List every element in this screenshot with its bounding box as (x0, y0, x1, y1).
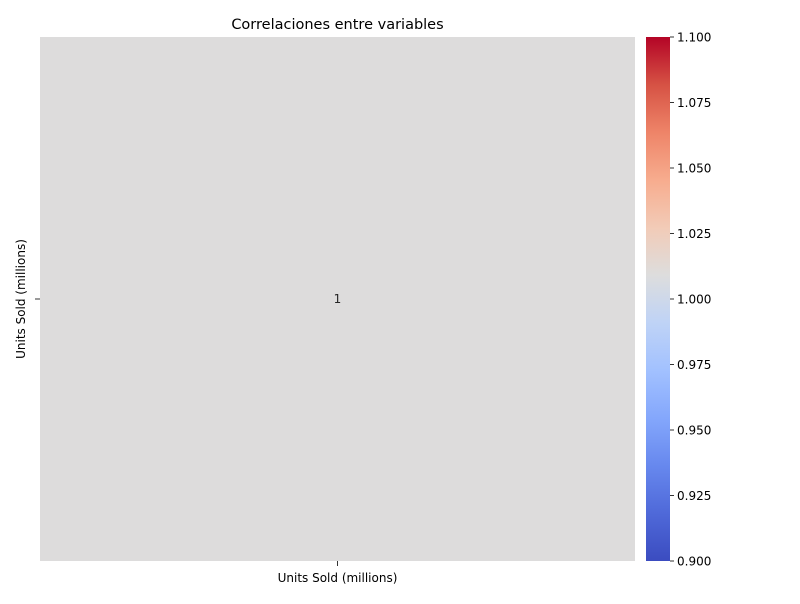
cell-annotation: 1 (334, 292, 342, 306)
colorbar-tick-label: 1.075 (677, 96, 711, 110)
colorbar-tick-label: 1.000 (677, 293, 711, 307)
chart-title: Correlaciones entre variables (231, 17, 443, 33)
colorbar-tick-label: 0.925 (677, 489, 711, 503)
colorbar-tick-label: 1.025 (677, 227, 711, 241)
y-axis-ticks: Units Sold (millions) (14, 239, 40, 359)
heatmap-cells: 1 (40, 37, 635, 561)
colorbar-tick-label: 0.975 (677, 358, 711, 372)
x-tick-label: Units Sold (millions) (278, 571, 398, 585)
colorbar-tick-label: 0.900 (677, 555, 711, 569)
heatmap-cell (40, 37, 635, 561)
colorbar-tick-label: 0.950 (677, 424, 711, 438)
x-axis-ticks: Units Sold (millions) (278, 561, 398, 585)
colorbar-ticks: 0.900 0.925 0.950 0.975 1.000 1.025 1.050 1.075… (670, 31, 711, 569)
colorbar-tick-label: 1.050 (677, 162, 711, 176)
y-tick-label: Units Sold (millions) (14, 239, 28, 359)
colorbar-tick-label: 1.100 (677, 31, 711, 45)
colorbar (646, 37, 670, 561)
